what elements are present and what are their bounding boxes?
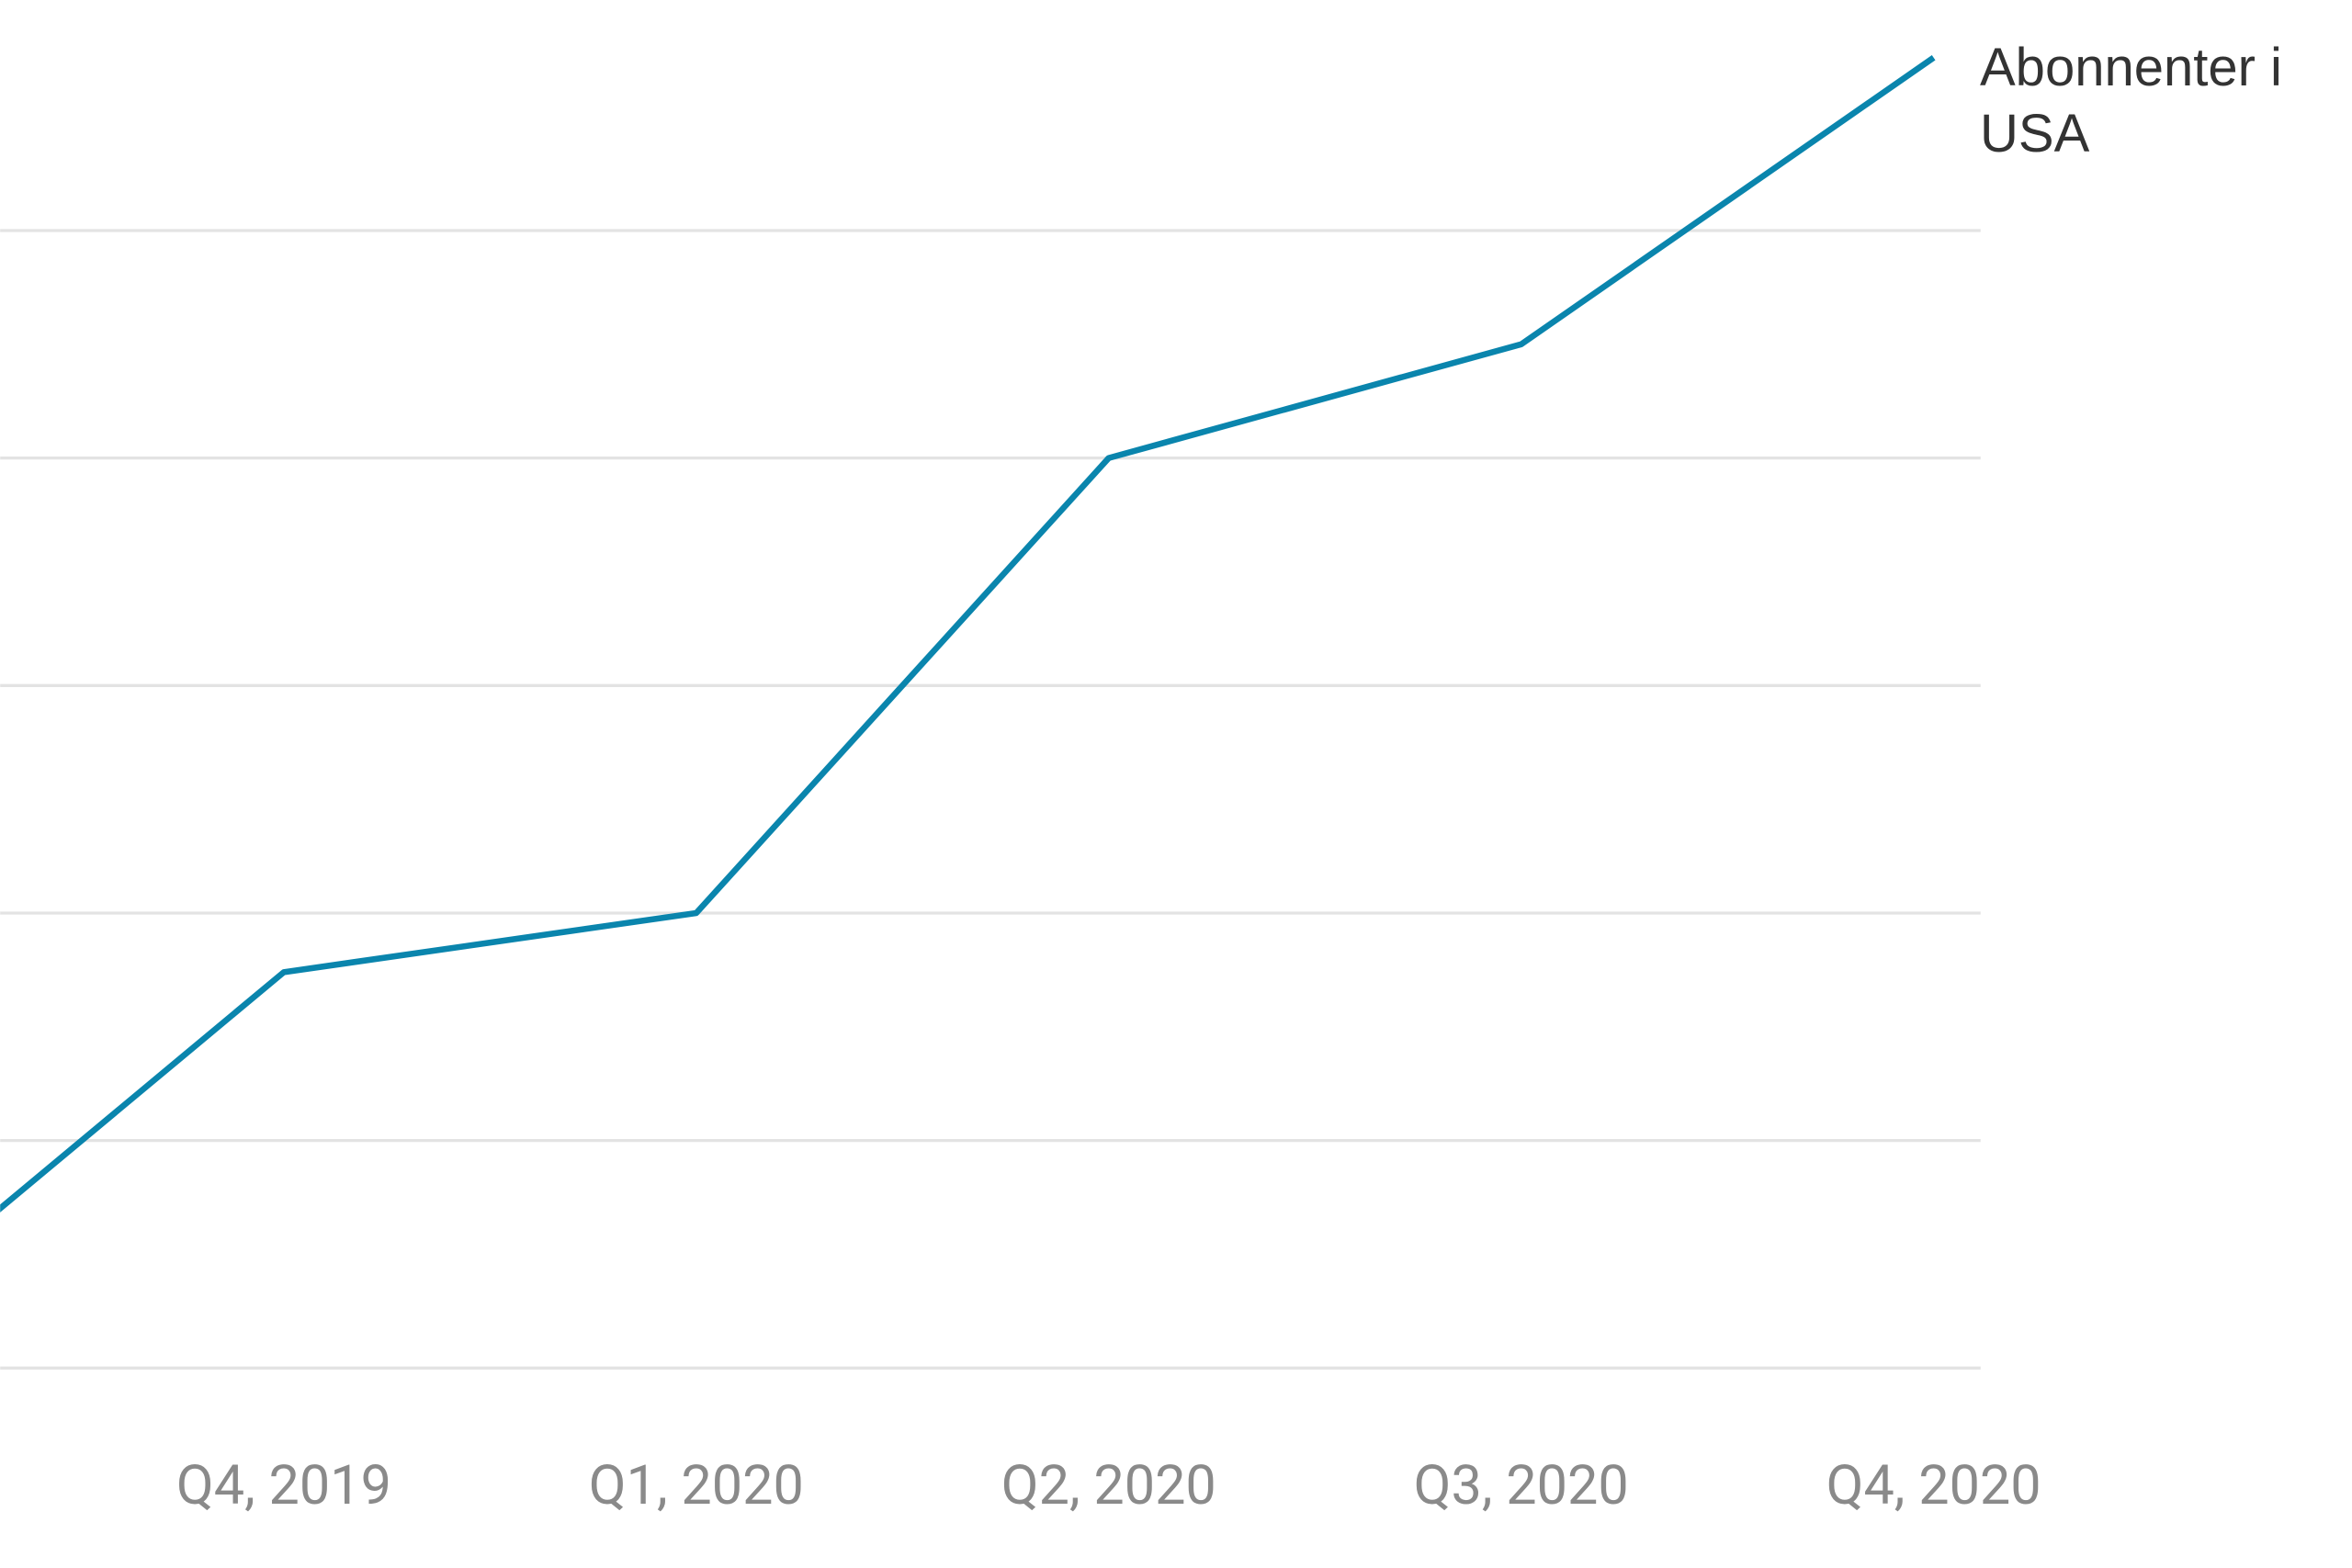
x-tick-label: Q1, 2020	[589, 1454, 804, 1517]
series-label: Abonnenter i USA	[1980, 38, 2282, 164]
plot	[0, 55, 1936, 1213]
grid	[0, 229, 1981, 1370]
x-axis: Q4, 2019 Q1, 2020 Q2, 2020 Q3, 2020 Q4, 2020	[176, 1454, 2041, 1517]
x-tick-label: Q4, 2020	[1826, 1454, 2041, 1517]
x-tick-label: Q3, 2020	[1414, 1454, 1629, 1517]
x-tick-label: Q4, 2019	[176, 1454, 391, 1517]
line	[0, 55, 1936, 1213]
x-tick-label: Q2, 2020	[1001, 1454, 1216, 1517]
